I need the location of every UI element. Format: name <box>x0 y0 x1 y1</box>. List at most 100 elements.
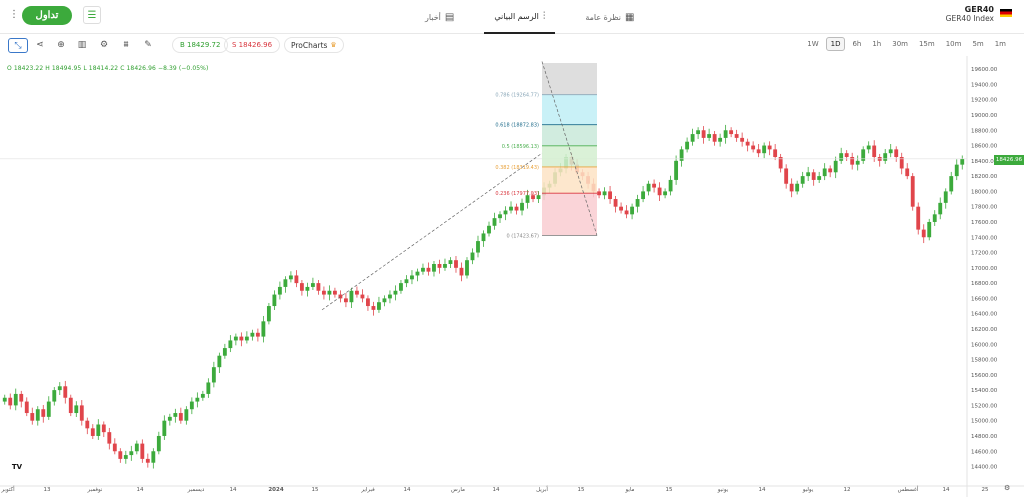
candle-body <box>910 176 915 207</box>
candle-body <box>646 183 651 192</box>
price-tick-label: 16400.00 <box>971 312 998 318</box>
candle-body <box>729 130 734 135</box>
buy-price-chip[interactable]: B 18429.72 <box>172 37 229 53</box>
more-options-icon[interactable]: ⋮ <box>9 9 19 20</box>
trade-button[interactable]: تداول <box>22 6 72 25</box>
sell-price-chip[interactable]: S 18426.96 <box>224 37 281 53</box>
candle-body <box>470 252 475 261</box>
tab-chart-label: الرسم البياني <box>494 11 539 21</box>
candle-body <box>674 160 679 180</box>
candle-body <box>382 298 387 303</box>
procharts-label: ProCharts <box>291 40 328 50</box>
time-tick-label: مايو <box>625 487 635 493</box>
candle-body <box>800 176 805 184</box>
candle-body <box>635 199 640 207</box>
candle-body <box>850 157 855 165</box>
tab-news[interactable]: أخبار ▤ <box>415 0 464 34</box>
pencil-icon[interactable]: ✎ <box>144 40 152 50</box>
price-chart[interactable]: 14400.00 14600.00 14800.00 15000.00 15200.00… <box>0 56 1024 497</box>
indicators-icon[interactable]: ⩩ <box>123 40 129 50</box>
time-tick-label: أكتوبر <box>0 485 15 493</box>
candle-body <box>156 435 161 452</box>
candle-body <box>855 160 860 165</box>
candle-body <box>663 191 668 196</box>
top-bar: ⋮ تداول ☰ أخبار ▤ الرسم البياني ⫶ نظرة ع… <box>0 0 1024 34</box>
time-tick-label: 2024 <box>268 487 283 493</box>
candle-body <box>421 267 425 272</box>
candle-body <box>844 153 849 158</box>
tab-overview[interactable]: نظرة عامة ▦ <box>575 0 644 34</box>
timeframe-15m[interactable]: 15m <box>918 40 935 48</box>
candle-body <box>250 332 255 337</box>
fullscreen-icon[interactable]: ⤡ <box>8 38 28 53</box>
bar-chart-icon[interactable]: ▥ <box>77 40 87 50</box>
timeframe-30m[interactable]: 30m <box>892 40 908 48</box>
candle-body <box>795 183 800 192</box>
fib-level-label: 0.5 (18596.13) <box>502 144 539 150</box>
candle-body <box>35 409 40 421</box>
candle-body <box>443 264 447 268</box>
time-tick-label: 15 <box>312 487 319 493</box>
symbol-code: GER40 <box>964 5 994 14</box>
fib-level-label: 0 (17423.67) <box>506 233 539 239</box>
candle-body <box>41 409 46 417</box>
procharts-button[interactable]: ProCharts ♛ <box>284 37 344 53</box>
candles-icon: ⫶ <box>542 10 546 22</box>
candle-body <box>410 275 414 280</box>
candle-body <box>613 199 618 207</box>
time-tick-label: أبريل <box>536 485 548 493</box>
time-tick-label: مارس <box>451 487 465 493</box>
candle-body <box>822 168 827 177</box>
settings-gear-icon[interactable]: ⚙ <box>99 40 109 50</box>
timeframe-1m[interactable]: 1m <box>994 40 1006 48</box>
add-indicator-icon[interactable]: ⊕ <box>57 40 65 50</box>
grid-icon: ▦ <box>625 11 635 23</box>
price-tick-label: 17200.00 <box>971 251 998 257</box>
tab-chart[interactable]: الرسم البياني ⫶ <box>484 0 556 34</box>
candle-body <box>310 283 315 287</box>
timeframe-6h[interactable]: 6h <box>852 40 862 48</box>
candle-body <box>454 260 458 268</box>
candle-body <box>52 390 57 402</box>
candle-body <box>866 145 871 150</box>
time-tick-label: فبراير <box>360 487 375 493</box>
timeframe-1W[interactable]: 1W <box>807 40 819 48</box>
timeframe-1h[interactable]: 1h <box>872 40 882 48</box>
price-tick-label: 19000.00 <box>971 113 998 119</box>
menu-list-icon[interactable]: ☰ <box>83 6 101 24</box>
candle-body <box>778 157 783 169</box>
share-icon[interactable]: ⋖ <box>36 40 44 50</box>
candle-body <box>536 195 541 200</box>
timeframe-5m[interactable]: 5m <box>972 40 984 48</box>
candle-body <box>211 367 216 383</box>
candle-body <box>943 191 948 203</box>
timeframe-10m[interactable]: 10m <box>945 40 962 48</box>
candle-body <box>960 158 965 165</box>
candle-body <box>690 134 695 142</box>
fib-level-label: 0.618 (18872.83) <box>495 123 539 129</box>
price-tick-label: 16600.00 <box>971 296 998 302</box>
candle-body <box>96 424 101 436</box>
candle-body <box>321 290 326 295</box>
timeframe-1D[interactable]: 1D <box>825 37 846 51</box>
candle-body <box>718 137 723 142</box>
time-tick-label: 12 <box>844 487 851 493</box>
candle-body <box>288 275 293 280</box>
time-tick-label: 15 <box>578 487 585 493</box>
candle-body <box>432 264 436 272</box>
germany-flag-icon <box>1000 9 1012 17</box>
candle-body <box>118 451 123 459</box>
candle-body <box>344 298 348 303</box>
candle-body <box>167 416 172 421</box>
candle-body <box>597 191 601 196</box>
candle-body <box>184 409 189 421</box>
candle-body <box>949 176 954 192</box>
candle-body <box>239 336 244 341</box>
candle-body <box>652 183 657 188</box>
time-tick-label: يوليو <box>802 487 814 493</box>
candle-body <box>206 382 211 394</box>
time-tick-label: 14 <box>404 487 411 493</box>
candle-body <box>151 451 156 463</box>
candle-body <box>30 413 35 421</box>
chart-settings-icon[interactable]: ⚙ <box>1004 484 1011 492</box>
